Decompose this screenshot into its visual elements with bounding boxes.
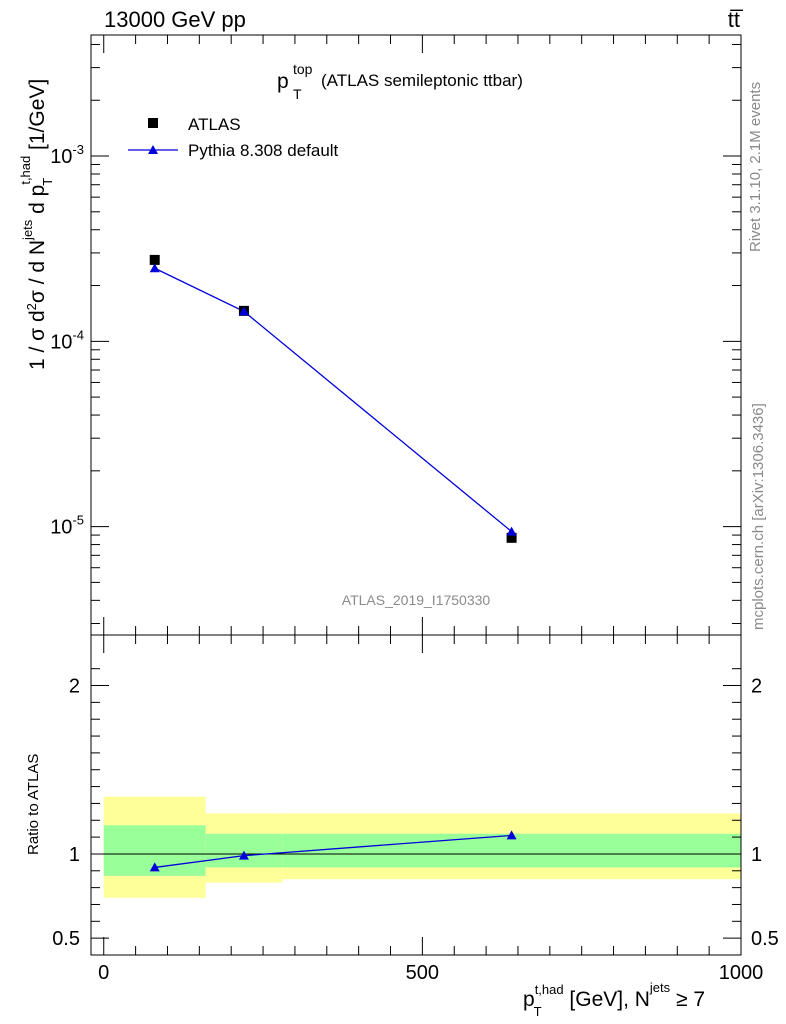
y-tick-label: 10-5 [50,513,84,539]
band-inner-1 [205,833,283,868]
mcplots-label: mcplots.cern.ch [arXiv:1306.3436] [750,403,767,630]
y-tick-label: 10-4 [50,327,84,353]
y-tick-label: 10-3 [50,142,84,168]
ratio-tick-label-right: 1 [751,844,762,866]
analysis-id: ATLAS_2019_I1750330 [342,592,491,608]
plot-title: p top T (ATLAS semileptonic ttbar) [277,61,523,102]
data-point [149,254,160,265]
ratio-mc-point [149,862,160,872]
energy-label: 13000 GeV pp [104,7,246,32]
x-axis-label: pt,had T [GeV], Njets ≥ 7 [523,980,705,1019]
y-axis-label: 1 / σ d2σ / d Njets d pt,had T [1/GeV] [18,79,55,370]
ratio-tick-label-right: 2 [751,676,762,698]
ratio-y-axis-label: Ratio to ATLAS [25,754,42,855]
x-tick-label: 1000 [719,962,764,984]
legend-mc-marker [148,145,158,154]
title-p: p [277,70,289,93]
data-point [506,532,517,543]
mc-point [149,263,160,273]
x-axis-label-text: pt,had T [GeV], Njets ≥ 7 [523,980,705,1019]
ratio-plot-frame [90,634,742,956]
legend-data-label: ATLAS [188,115,241,134]
legend-mc-label: Pythia 8.308 default [188,141,339,160]
legend: ATLAS Pythia 8.308 default [128,115,339,160]
ratio-mc-point [238,850,249,860]
title-sup: top [293,61,313,77]
uncertainty-bands [103,796,741,898]
tick-labels: 0 500 1000 10-5 10-4 10-3 0.5 0.5 1 1 2 2 [50,142,779,984]
legend-data-marker [148,118,158,128]
ratio-tick-label-left: 0.5 [52,928,80,950]
ratio-tick-label-left: 2 [69,676,80,698]
data-marks [91,254,741,872]
ratio-tick-label-left: 1 [69,844,80,866]
ratio-tick-label-right: 0.5 [751,928,779,950]
x-tick-label: 0 [98,962,109,984]
title-sub: T [293,86,302,102]
y-axis-label-text: 1 / σ d2σ / d Njets d pt,had T [1/GeV] [18,79,55,370]
rivet-label: Rivet 3.1.10, 2.1M events [747,82,764,252]
mc-point [238,306,249,316]
axis-ticks [91,35,742,955]
ratio-mc-point [506,830,517,840]
mc-line [154,267,513,533]
title-rest: (ATLAS semileptonic ttbar) [321,71,523,90]
mc-point [506,526,517,536]
x-tick-label: 500 [406,962,439,984]
process-label: tt̅ [728,7,744,32]
